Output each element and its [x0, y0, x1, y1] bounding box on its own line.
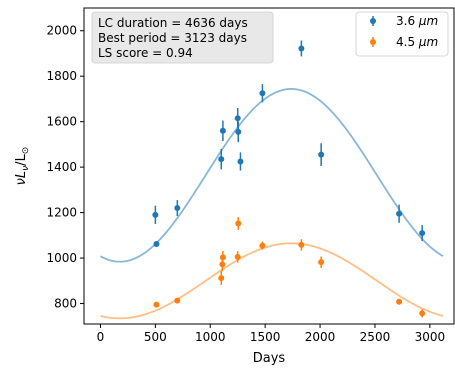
point-marker — [396, 210, 403, 217]
point-marker — [218, 156, 225, 163]
y-tick-label: 800 — [54, 297, 77, 311]
data-point-series-1 — [318, 143, 325, 166]
x-axis-label: Days — [253, 351, 286, 366]
point-marker — [235, 128, 242, 135]
data-point-series-2 — [298, 239, 305, 251]
legend-label-4-5-value: 4.5 — [396, 35, 415, 49]
y-axis-label-part-4: ⊙ — [21, 147, 31, 155]
data-points — [152, 40, 426, 318]
legend-label-3-6: 3.6 μm — [396, 14, 438, 28]
y-axis-label-part-3: /L — [14, 153, 29, 165]
legend-marker-3-6 — [370, 16, 376, 26]
data-point-series-2 — [219, 251, 226, 264]
fit-curve-series-1 — [100, 88, 444, 263]
data-point-series-2 — [234, 251, 241, 263]
data-point-series-1 — [219, 120, 226, 141]
fit-curves — [100, 88, 444, 320]
point-marker — [237, 158, 244, 165]
point-marker — [219, 261, 226, 268]
x-axis-ticks: 0 500 1000 1500 2000 2500 3000 — [97, 324, 445, 344]
data-point-series-2 — [396, 298, 403, 305]
y-axis-ticks: 800 1000 1200 1400 1600 1800 2000 — [46, 24, 84, 311]
point-marker — [174, 205, 181, 212]
y-tick-label: 1000 — [46, 251, 77, 265]
data-point-series-1 — [237, 152, 244, 171]
y-tick-label: 1400 — [46, 160, 77, 174]
x-tick-label: 3000 — [415, 330, 446, 344]
point-marker — [234, 115, 241, 122]
data-point-series-1 — [174, 200, 181, 217]
point-marker — [298, 241, 305, 248]
y-tick-label: 1800 — [46, 69, 77, 83]
annotation-line-1: LC duration = 4636 days — [98, 16, 248, 30]
y-axis-label-part-1: νL — [14, 171, 29, 186]
data-point-series-2 — [419, 309, 426, 318]
legend-label-3-6-value: 3.6 — [396, 14, 415, 28]
data-point-series-2 — [235, 217, 242, 230]
fit-curve-series-2 — [100, 242, 444, 320]
y-axis-label-part-2: ν — [21, 166, 31, 171]
data-point-series-2 — [153, 301, 160, 308]
data-point-series-1 — [235, 121, 242, 143]
legend-label-4-5-unit: μm — [418, 35, 438, 49]
x-tick-label: 1000 — [195, 330, 226, 344]
point-marker — [174, 297, 181, 304]
annotation-line-2: Best period = 3123 days — [98, 31, 247, 45]
point-marker — [153, 240, 160, 247]
x-tick-label: 500 — [144, 330, 167, 344]
point-marker — [219, 127, 226, 134]
data-point-series-2 — [174, 297, 181, 304]
point-marker — [153, 301, 160, 308]
legend-label-3-6-unit: μm — [418, 14, 438, 28]
point-marker — [235, 220, 242, 227]
x-tick-label: 0 — [97, 330, 105, 344]
data-point-series-1 — [153, 240, 160, 247]
x-tick-label: 1500 — [250, 330, 281, 344]
point-marker — [234, 253, 241, 260]
legend-label-4-5: 4.5 μm — [396, 35, 438, 49]
point-marker — [318, 259, 325, 266]
y-tick-label: 2000 — [46, 24, 77, 38]
point-marker — [152, 211, 159, 218]
legend-marker-4-5 — [370, 37, 376, 47]
data-point-series-1 — [298, 40, 305, 57]
data-point-series-2 — [318, 256, 325, 268]
data-point-series-2 — [259, 241, 266, 250]
point-marker — [419, 230, 426, 237]
point-marker — [298, 45, 305, 52]
annotation-line-3: LS score = 0.94 — [98, 46, 193, 60]
y-tick-label: 1600 — [46, 115, 77, 129]
x-tick-label: 2500 — [360, 330, 391, 344]
x-tick-label: 2000 — [305, 330, 336, 344]
legend: 3.6 μm 4.5 μm — [355, 11, 449, 57]
point-marker — [219, 254, 226, 261]
y-axis-label: νLν/L⊙ — [14, 147, 31, 186]
legend-box — [355, 11, 449, 57]
data-point-series-1 — [419, 225, 426, 242]
data-point-series-1 — [396, 204, 403, 223]
point-marker — [259, 90, 266, 97]
data-point-series-1 — [259, 84, 266, 103]
annotation-background — [91, 11, 274, 64]
plot-frame — [83, 7, 455, 325]
point-marker — [259, 242, 266, 249]
annotation-box: LC duration = 4636 days Best period = 31… — [91, 11, 274, 64]
data-point-series-1 — [152, 205, 159, 224]
point-marker — [396, 298, 403, 305]
point-marker — [318, 151, 325, 158]
point-marker — [419, 310, 426, 317]
point-marker — [218, 275, 225, 282]
data-point-series-2 — [218, 271, 225, 285]
y-tick-label: 1200 — [46, 206, 77, 220]
data-point-series-1 — [218, 148, 225, 170]
